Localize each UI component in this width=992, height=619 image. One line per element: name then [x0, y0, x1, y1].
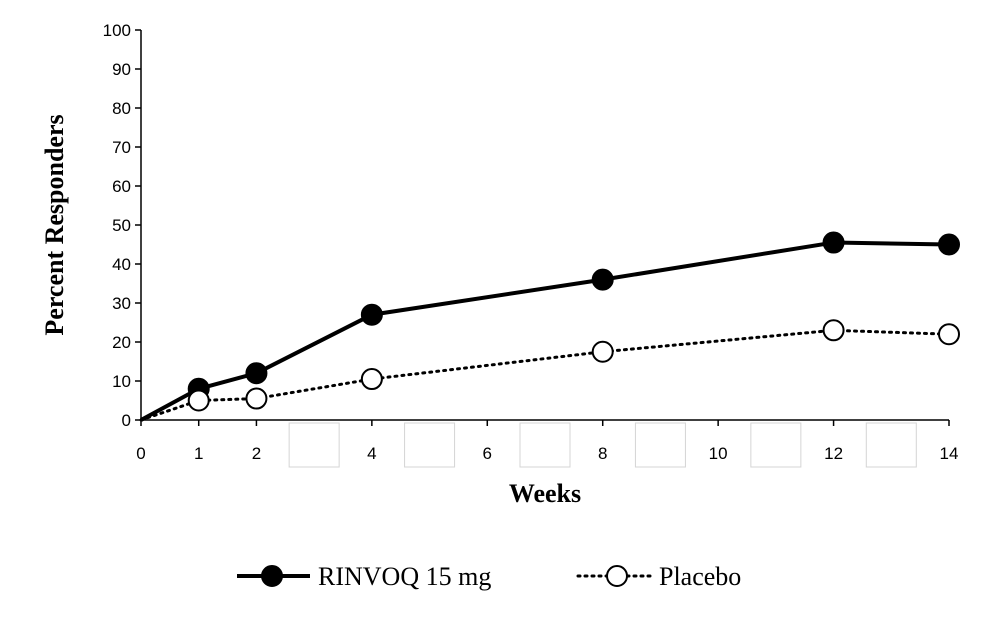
x-tick-label: 2	[252, 444, 261, 463]
x-tick-label: 1	[194, 444, 203, 463]
x-tick-label: 12	[824, 444, 843, 463]
y-tick-label: 10	[112, 372, 131, 391]
y-tick-label: 80	[112, 99, 131, 118]
x-tick-label: 8	[598, 444, 607, 463]
x-tick-label: 6	[483, 444, 492, 463]
placeholder-box	[865, 422, 917, 468]
y-tick-label: 70	[112, 138, 131, 157]
legend-marker-placebo	[606, 565, 628, 587]
series-layer	[139, 231, 960, 422]
placeholder-box	[519, 422, 571, 468]
y-tick-label: 60	[112, 177, 131, 196]
data-point	[822, 319, 845, 342]
x-axis-title: Weeks	[509, 479, 581, 508]
y-tick-label: 20	[112, 333, 131, 352]
axes	[135, 29, 950, 426]
data-point	[360, 303, 383, 326]
y-tick-label: 100	[103, 21, 131, 40]
legend-label-rinvoq: RINVOQ 15 mg	[318, 562, 491, 591]
legend-label-placebo: Placebo	[659, 562, 741, 591]
series-1	[139, 319, 960, 422]
data-point	[245, 387, 268, 410]
data-point	[187, 389, 210, 412]
data-point	[591, 268, 614, 291]
x-tick-label: 0	[136, 444, 145, 463]
placeholder-box	[288, 422, 340, 468]
y-tick-label: 0	[122, 411, 131, 430]
data-point	[822, 231, 845, 254]
legend-marker-rinvoq	[261, 565, 283, 587]
x-tick-label: 10	[709, 444, 728, 463]
y-tick-label: 90	[112, 60, 131, 79]
placeholder-box	[404, 422, 456, 468]
x-tick-label: 14	[940, 444, 959, 463]
data-point	[245, 362, 268, 385]
data-point	[360, 368, 383, 391]
data-point	[938, 233, 960, 256]
data-point	[591, 340, 614, 363]
y-tick-label: 50	[112, 216, 131, 235]
placeholder-box	[750, 422, 802, 468]
data-point	[938, 323, 960, 346]
y-tick-label: 40	[112, 255, 131, 274]
legend-item-placebo: Placebo	[576, 562, 741, 591]
x-axis-placeholder-boxes	[288, 422, 917, 468]
y-axis-title: Percent Responders	[40, 114, 69, 335]
legend-item-rinvoq: RINVOQ 15 mg	[237, 562, 491, 591]
y-tick-label: 30	[112, 294, 131, 313]
placeholder-box	[634, 422, 686, 468]
legend: RINVOQ 15 mg Placebo	[237, 562, 741, 591]
x-tick-label: 4	[367, 444, 376, 463]
